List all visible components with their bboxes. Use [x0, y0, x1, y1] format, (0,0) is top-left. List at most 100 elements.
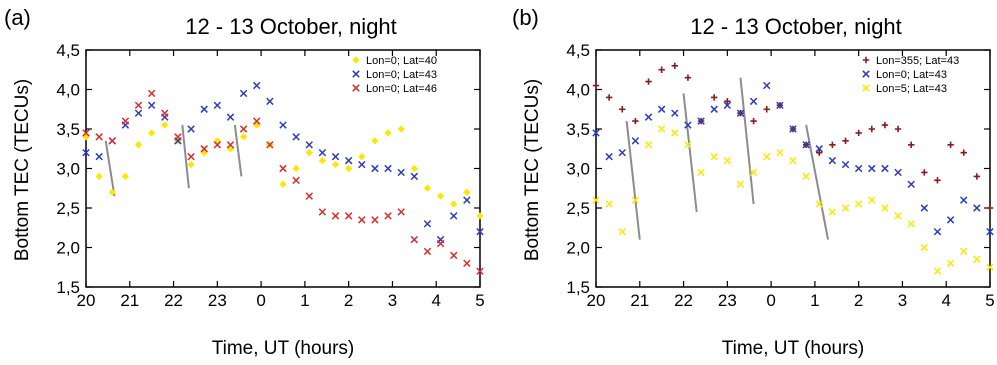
- panel-a-series-2-point: [253, 81, 261, 90]
- panel-a-series-2-point: [476, 227, 484, 236]
- panel-b-series-2-point: [776, 101, 784, 110]
- panel-b-series-3-point: [789, 156, 797, 165]
- panel-b-series-2-point: [854, 164, 863, 173]
- panel-a-series-1-point: [148, 129, 156, 137]
- panel-b-series-2-point: [881, 164, 889, 173]
- panel-b-series-1-point: [592, 82, 600, 89]
- panel-a-series-2-point: [397, 168, 405, 177]
- panel-a-series-1-point: [134, 141, 143, 149]
- panel-b-letter: (b): [512, 5, 539, 30]
- panel-a-series-2-point: [279, 121, 287, 129]
- panel-a-y-axis-label: Bottom TEC (TECUs): [12, 79, 33, 261]
- panel-a-series-2-point: [239, 89, 248, 98]
- panel-a-legend: Lon=0; Lat=40 Lon=0; Lat=43 Lon=0; Lat=46: [352, 55, 437, 95]
- panel-b-series-3-point: [868, 196, 876, 204]
- panel-b-series-3-point: [920, 243, 929, 252]
- panel-b-annotation-lines: [625, 77, 830, 240]
- panel-a-legend-marker-1: [352, 56, 360, 64]
- panel-b-series-1-point: [750, 117, 757, 125]
- panel-a-y-tick-label: 3,0: [56, 160, 80, 179]
- panel-a-series-3-point: [318, 208, 327, 216]
- panel-b-series-3-point: [710, 152, 718, 161]
- panel-a-series-3-point: [200, 145, 208, 153]
- panel-b-legend-marker-1: [862, 56, 870, 64]
- panel-b-y-tick-label: 3,5: [566, 120, 590, 139]
- panel-b-series-2-point: [605, 152, 613, 161]
- panel-a-x-tick-label: 4: [431, 291, 440, 310]
- panel-a-series-1-point: [371, 137, 379, 145]
- panel-b-series-2-point: [763, 81, 771, 90]
- panel-b-series-3-point: [776, 148, 784, 157]
- panel-a-data-points: [82, 81, 484, 275]
- panel-b-series-2-point: [828, 156, 837, 165]
- panel-a-series-3-point: [358, 216, 366, 224]
- panel-a-series-3-point: [161, 109, 169, 117]
- panel-b-series-1-point: [816, 149, 823, 156]
- panel-b-series-3-point: [933, 267, 942, 275]
- panel-a-series-3-point: [450, 251, 458, 260]
- panel-a-series-3-point: [476, 267, 484, 275]
- panel-b-series-1-point: [934, 177, 941, 184]
- panel-a-series-3-point: [187, 152, 195, 161]
- panel-b-series-1-point: [855, 129, 862, 137]
- panel-a-series-3-point: [213, 141, 222, 149]
- panel-b-series-2-point: [933, 227, 942, 236]
- panel-b-series-1-point: [921, 169, 928, 176]
- panel-a-y-tick-label: 1,5: [56, 278, 80, 297]
- panel-b-series-1-point: [711, 94, 718, 101]
- panel-a-series-1-point: [239, 133, 248, 141]
- panel-a-series-2-point: [450, 212, 458, 220]
- panel-a-series-2-point: [226, 113, 235, 121]
- panel-b-series-3-point: [723, 156, 732, 165]
- panel-a-series-3-point: [108, 137, 116, 145]
- panel-b-series-2-point: [894, 168, 902, 177]
- panel-b-series-3-point: [960, 247, 968, 256]
- panel-b-series-2-point: [592, 129, 600, 137]
- panel-b-x-axis-label: Time, UT (hours): [722, 338, 865, 359]
- panel-a-series-3-point: [423, 247, 432, 256]
- panel-b-series-3-point: [973, 255, 981, 264]
- panel-b-series-1-point: [605, 94, 613, 101]
- panel-a-y-tick-label: 2,0: [56, 239, 80, 258]
- panel-b-legend-marker-2: [862, 70, 870, 78]
- panel-a-series-3-point: [121, 117, 130, 125]
- panel-b-series-3-point: [907, 220, 915, 228]
- panel-a-series-3-point: [397, 208, 405, 216]
- panel-a-series-2-point: [147, 101, 156, 110]
- panel-b-series-1-point: [619, 106, 626, 113]
- panel-b-series-3-point: [946, 259, 955, 268]
- panel-a-series-1-point: [279, 180, 287, 188]
- panel-b-x-tick-label: 5: [985, 291, 994, 310]
- panel-b-series-1-point: [632, 117, 639, 125]
- panel-a-x-axis-label: Time, UT (hours): [212, 338, 355, 359]
- panel-b-title: 12 - 13 October, night: [690, 14, 902, 39]
- panel-b-y-tick-label: 4,5: [566, 41, 590, 60]
- panel-b-series-1-point: [684, 74, 692, 81]
- panel-b-y-tick-label: 2,0: [566, 239, 590, 258]
- panel-b-x-tick-label: 0: [766, 291, 775, 310]
- panel-a-x-tick-label: 22: [164, 291, 183, 310]
- panel-b-series-1-point: [894, 125, 902, 133]
- panel-a-legend-marker-3: [352, 84, 360, 92]
- panel-a-series-1-point: [331, 160, 340, 169]
- panel-a-series-1-point: [95, 172, 103, 181]
- panel-a-y-tick-label: 4,5: [56, 41, 80, 60]
- panel-a-series-2-point: [358, 160, 366, 169]
- panel-b-y-tick-label: 3,0: [566, 160, 590, 179]
- panel-a-series-1-point: [292, 164, 300, 173]
- panel-b-series-3-point: [657, 125, 666, 133]
- panel-a-x-tick-label: 3: [388, 291, 397, 310]
- panel-b-series-2-point: [868, 164, 876, 173]
- panel-a-x-tick-label: 5: [475, 291, 484, 310]
- panel-b-series-2-point: [920, 204, 929, 212]
- panel-a-series-1-point: [384, 129, 392, 137]
- panel-a-series-1-point: [358, 153, 366, 161]
- panel-a-series-1-point: [161, 121, 169, 129]
- panel-a-y-tick-label: 4,0: [56, 81, 80, 100]
- panel-a-letter: (a): [4, 5, 31, 30]
- panel-b-series-2-point: [631, 137, 640, 145]
- panel-b-series-2-point: [789, 125, 797, 133]
- panel-a-series-1-point: [305, 149, 313, 157]
- panel-b-series-2-point: [736, 109, 745, 117]
- panel-b-data-points: [592, 62, 994, 275]
